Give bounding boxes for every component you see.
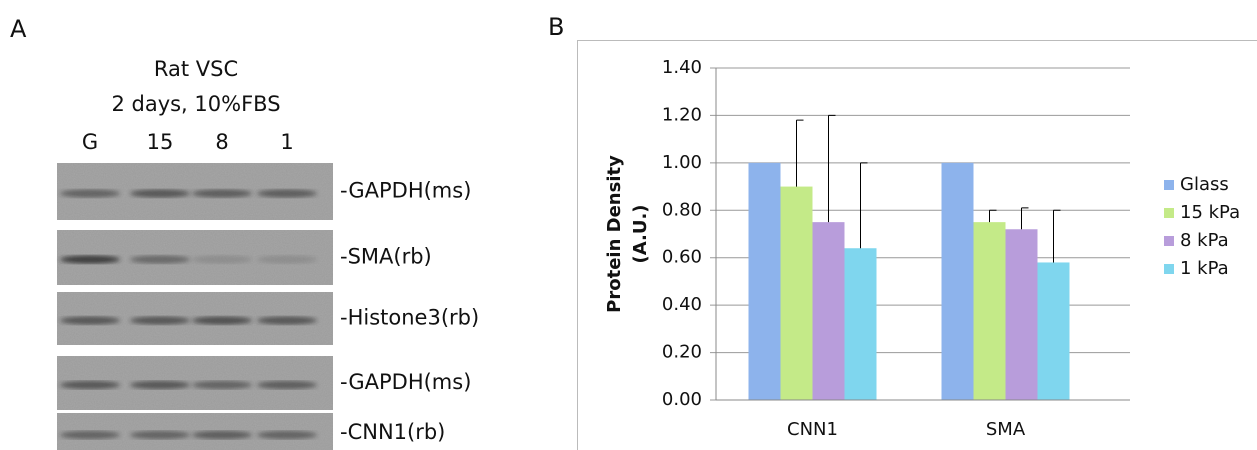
blot-band — [192, 431, 252, 439]
blot-label: -Histone3(rb) — [340, 306, 479, 330]
blot-label: -GAPDH(ms) — [340, 370, 471, 394]
legend-label: 1 kPa — [1180, 258, 1229, 279]
blot-band — [60, 190, 120, 198]
bar — [813, 222, 845, 400]
legend-label: 15 kPa — [1180, 202, 1240, 223]
legend-swatch — [1164, 264, 1174, 274]
blot-title: Rat VSC — [154, 57, 238, 81]
blot-band — [192, 256, 252, 264]
error-bar — [861, 163, 868, 248]
bar — [942, 163, 974, 400]
blot-band — [257, 431, 317, 439]
blot-band — [60, 381, 120, 389]
blot-band — [130, 381, 190, 389]
bar — [781, 187, 813, 400]
blot-band — [192, 381, 252, 389]
blot-band — [257, 256, 317, 264]
bar — [845, 248, 877, 400]
legend-swatch — [1164, 208, 1174, 218]
x-tick-label: SMA — [986, 419, 1026, 440]
legend-label: 8 kPa — [1180, 230, 1229, 251]
blot-band — [257, 381, 317, 389]
blot-band — [60, 317, 120, 325]
lane-label: G — [82, 130, 98, 154]
figure: A B Rat VSC 2 days, 10%FBS G 15 8 1 -GAPDH(ms)… — [0, 0, 1257, 450]
y-axis-label: Protein Density — [604, 155, 625, 313]
blot-panel: Rat VSC 2 days, 10%FBS G 15 8 1 -GAPDH(ms) -SMA… — [57, 57, 479, 450]
blot-title: 2 days, 10%FBS — [111, 92, 280, 116]
y-tick-label: 0.60 — [662, 247, 702, 268]
error-bar — [829, 115, 836, 222]
error-bar — [1054, 210, 1061, 262]
blot-band — [192, 317, 252, 325]
bar-chart: 0.00 0.20 0.40 0.60 0.80 1.00 1.20 1.40 Protein … — [604, 57, 1240, 440]
y-tick-label: 1.40 — [662, 57, 702, 78]
legend-swatch — [1164, 180, 1174, 190]
legend-label: Glass — [1180, 174, 1229, 195]
blot-band — [130, 190, 190, 198]
blot-label: -GAPDH(ms) — [340, 179, 471, 203]
bar — [1006, 229, 1038, 400]
error-bar — [990, 210, 997, 222]
y-tick-label: 0.40 — [662, 294, 702, 315]
blot-band — [130, 431, 190, 439]
blot-band — [60, 431, 120, 439]
blot-band — [257, 190, 317, 198]
y-tick-label: 1.00 — [662, 152, 702, 173]
blot-band — [192, 190, 252, 198]
y-tick-label: 0.80 — [662, 199, 702, 220]
y-axis-label: (A.U.) — [630, 204, 651, 263]
blot-label: -CNN1(rb) — [340, 420, 445, 444]
blot-band — [257, 317, 317, 325]
blot-band — [130, 317, 190, 325]
bar — [749, 163, 781, 400]
legend-swatch — [1164, 236, 1174, 246]
y-tick-label: 0.00 — [662, 389, 702, 410]
blot-band — [60, 256, 120, 264]
blot-label: -SMA(rb) — [340, 245, 432, 269]
error-bar — [1022, 208, 1029, 229]
panel-label: B — [548, 13, 564, 41]
x-tick-label: CNN1 — [787, 419, 838, 440]
y-tick-label: 0.20 — [662, 342, 702, 363]
blot-band — [130, 256, 190, 264]
error-bar — [797, 120, 804, 186]
lane-label: 15 — [147, 130, 174, 154]
lane-label: 8 — [215, 130, 228, 154]
y-tick-label: 1.20 — [662, 104, 702, 125]
bar — [1038, 262, 1070, 400]
bar — [974, 222, 1006, 400]
lane-label: 1 — [280, 130, 293, 154]
panel-label: A — [10, 15, 27, 43]
